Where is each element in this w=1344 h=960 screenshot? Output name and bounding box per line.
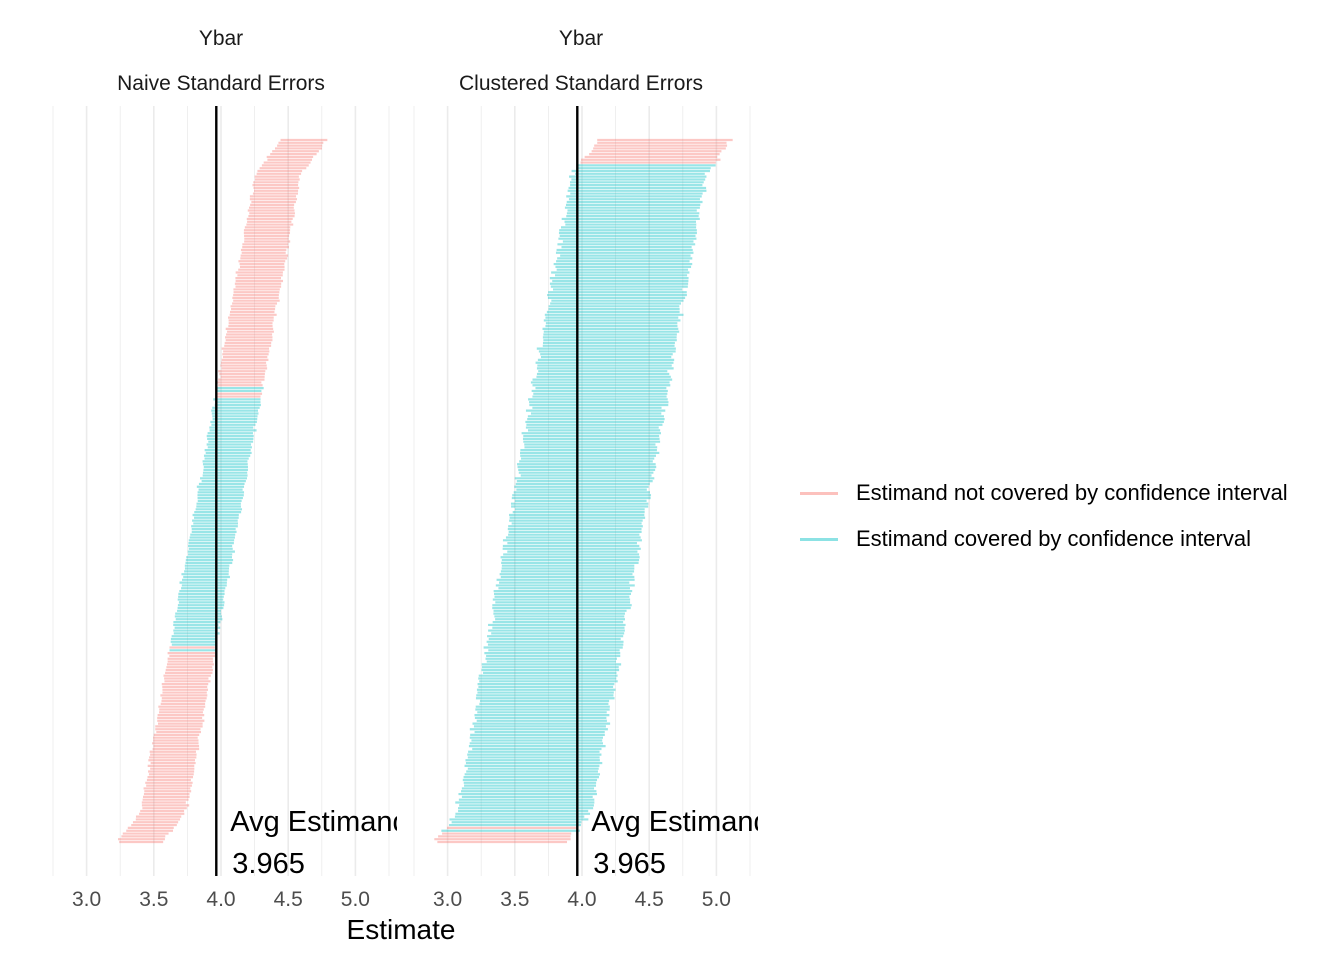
x-tick-label: 4.0 <box>567 888 596 911</box>
x-tick-label: 5.0 <box>341 888 370 911</box>
legend-item-not-covered: Estimand not covered by confidence inter… <box>800 470 1288 516</box>
strip-bottom-clustered: Clustered Standard Errors <box>459 72 703 95</box>
legend-item-covered: Estimand covered by confidence interval <box>800 516 1288 562</box>
x-tick-label: 3.5 <box>500 888 529 911</box>
panel-clustered: Ybar Clustered Standard Errors Avg Estim… <box>413 27 769 911</box>
legend-key-covered <box>800 537 838 541</box>
estimand-annotation-label: Avg Estimand <box>591 806 769 838</box>
x-tick-label: 4.5 <box>635 888 664 911</box>
panel-naive: Ybar Naive Standard Errors Avg Estimand 3… <box>52 27 408 911</box>
strip-top-clustered: Ybar <box>559 27 603 50</box>
strip-top-naive: Ybar <box>199 27 243 50</box>
legend-key-not-covered <box>800 491 838 495</box>
x-tick-label: 5.0 <box>702 888 731 911</box>
x-tick-label: 3.0 <box>72 888 101 911</box>
estimand-annotation-label: Avg Estimand <box>230 806 408 838</box>
strip-bottom-naive: Naive Standard Errors <box>117 72 325 95</box>
x-tick-label: 4.0 <box>206 888 235 911</box>
estimand-annotation-value: 3.965 <box>593 848 666 880</box>
estimand-annotation-value: 3.965 <box>232 848 305 880</box>
legend-label-not-covered: Estimand not covered by confidence inter… <box>856 480 1288 505</box>
x-axis-label: Estimate <box>347 914 456 945</box>
x-tick-label: 3.0 <box>433 888 462 911</box>
legend-label-covered: Estimand covered by confidence interval <box>856 526 1251 551</box>
legend: Estimand not covered by confidence inter… <box>800 470 1288 562</box>
x-tick-label: 3.5 <box>139 888 168 911</box>
x-tick-label: 4.5 <box>274 888 303 911</box>
